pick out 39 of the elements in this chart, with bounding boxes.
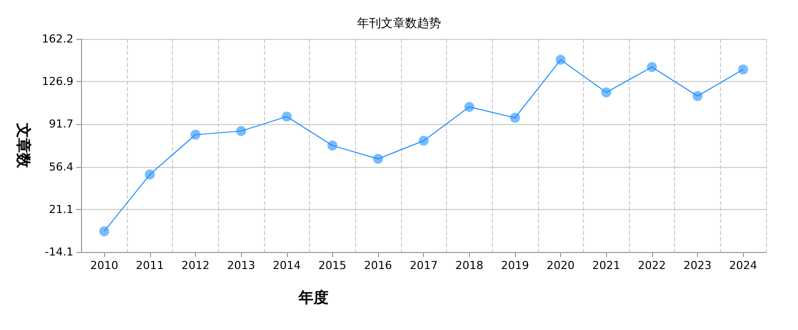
point <box>373 154 384 164</box>
x-tick-label: 2011 <box>136 259 164 272</box>
y-tick-label: 162.2 <box>42 32 74 46</box>
x-tick-label: 2013 <box>227 259 256 272</box>
x-tick-label: 2018 <box>455 259 484 272</box>
point <box>418 136 429 146</box>
x-tick-label: 2021 <box>592 259 620 272</box>
point <box>510 112 520 123</box>
point <box>190 130 200 140</box>
y-tick-label: 21.1 <box>48 202 74 216</box>
point <box>601 87 612 98</box>
x-tick-label: 2019 <box>500 259 529 272</box>
point <box>646 62 657 72</box>
x-axis-title: 年度 <box>298 288 329 306</box>
x-tick-label: 2020 <box>546 259 575 272</box>
y-tick-label: 126.9 <box>42 75 74 88</box>
point <box>99 226 110 236</box>
y-tick-label: -14.1 <box>44 246 74 258</box>
x-tick-label: 2014 <box>272 259 301 272</box>
x-tick-label: 2010 <box>90 259 118 272</box>
point <box>556 54 566 65</box>
y-axis-title: 文章数 <box>14 122 32 169</box>
point <box>464 102 474 112</box>
point <box>738 64 748 74</box>
point <box>692 91 703 102</box>
point <box>236 126 246 136</box>
x-tick-label: 2024 <box>729 259 758 272</box>
point <box>282 112 292 122</box>
x-tick-label: 2015 <box>318 259 346 272</box>
x-tick-label: 2012 <box>181 259 210 272</box>
x-tick-label: 2022 <box>638 259 666 272</box>
x-tick-label: 2016 <box>364 259 392 272</box>
chart-title: 年刊文章数趋势 <box>357 16 441 30</box>
point <box>144 170 155 180</box>
x-tick-label: 2023 <box>684 259 712 272</box>
y-tick-label: 56.4 <box>48 160 74 174</box>
point <box>327 140 338 151</box>
y-tick-label: 91.7 <box>48 118 74 131</box>
x-tick-label: 2017 <box>410 259 438 272</box>
